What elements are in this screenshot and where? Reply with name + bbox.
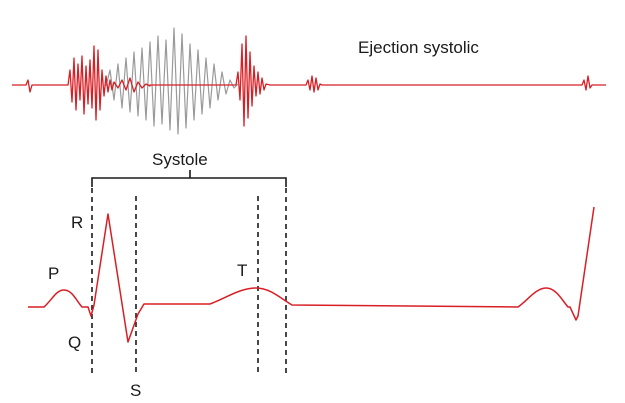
heart-sound-waveform [12, 35, 606, 127]
wave-label-q: Q [68, 333, 81, 352]
systole-label: Systole [152, 150, 208, 169]
wave-label-s: S [130, 381, 141, 400]
wave-label-r: R [71, 213, 83, 232]
systole-bracket: Systole [91, 150, 287, 187]
timing-guides [91, 188, 287, 374]
wave-label-t: T [237, 261, 247, 280]
ecg-waveform [28, 206, 595, 343]
phonocardiogram: Ejection systolic [12, 27, 606, 135]
phonocardiogram-title: Ejection systolic [358, 38, 479, 57]
ecg-trace: P Q R S T [28, 206, 595, 400]
murmur-waveform [105, 27, 239, 135]
wave-label-p: P [48, 264, 59, 283]
systole-bracket-line [91, 177, 287, 187]
